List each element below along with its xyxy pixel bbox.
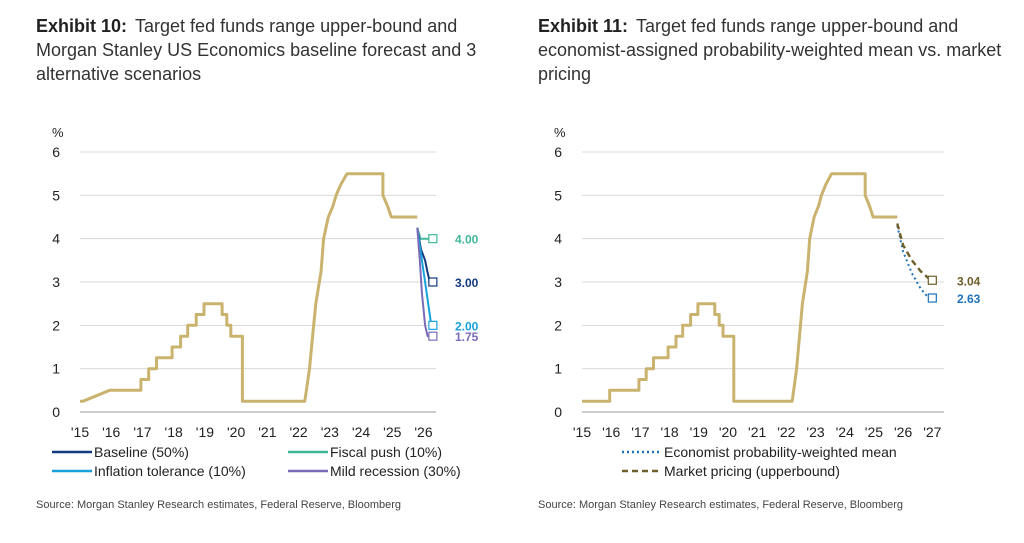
legend-label-mean: Economist probability-weighted mean (664, 444, 897, 460)
y-tick-label: 3 (554, 274, 562, 290)
legend-label-baseline: Baseline (50%) (94, 444, 189, 460)
y-tick-label: 2 (52, 317, 60, 333)
exhibit-11-chart: % 0 1 2 3 4 5 6 '15 '16 '17 '18 '19 '20 '21 '22 '23 '24 '2… (554, 125, 981, 479)
legend-label-fiscal: Fiscal push (10%) (330, 444, 442, 460)
exhibit-10-source: Source: Morgan Stanley Research estimate… (36, 499, 402, 511)
x-tick-label: '21 (748, 424, 766, 440)
x-tick-label: '24 (836, 424, 854, 440)
y-tick-label: 1 (52, 361, 60, 377)
y-unit-label: % (52, 125, 64, 140)
x-tick-label: '22 (289, 424, 307, 440)
exhibit-11-title-text: Target fed funds range upper-bound and e… (538, 16, 1002, 84)
x-tick-label: '21 (258, 424, 276, 440)
x-tick-label: '19 (690, 424, 708, 440)
x-tick-label: '17 (133, 424, 151, 440)
y-tick-label: 3 (52, 274, 60, 290)
end-label-recession: 1.75 (455, 330, 479, 344)
x-tick-label: '25 (383, 424, 401, 440)
y-unit-label: % (554, 125, 566, 140)
exhibit-10-panel: Exhibit 10: Target fed funds range upper-… (0, 0, 500, 543)
exhibit-10-label: Exhibit 10: (36, 16, 128, 36)
endpoint-marker-recession (428, 331, 438, 341)
y-tick-label: 6 (52, 144, 60, 160)
end-label-fiscal: 4.00 (455, 233, 479, 247)
exhibit-11-label: Exhibit 11: (538, 16, 629, 36)
legend-label-market: Market pricing (upperbound) (664, 463, 840, 479)
endpoint-marker-inflation (428, 320, 438, 330)
x-tick-label: '18 (660, 424, 678, 440)
x-tick-label: '16 (102, 424, 120, 440)
y-tick-label: 0 (554, 404, 562, 420)
x-tick-label: '16 (602, 424, 620, 440)
series-line-mean (896, 225, 933, 299)
exhibit-10-title: Exhibit 10: Target fed funds range upper-… (36, 14, 506, 86)
x-tick-label: '25 (865, 424, 883, 440)
exhibit-11-panel: Exhibit 11: Target fed funds range upper-… (502, 0, 1002, 543)
y-tick-label: 5 (52, 187, 60, 203)
endpoint-marker-baseline (428, 277, 438, 287)
x-tick-label: '20 (719, 424, 737, 440)
x-tick-label: '23 (321, 424, 339, 440)
y-tick-label: 2 (554, 317, 562, 333)
y-tick-label: 4 (554, 231, 562, 247)
x-tick-label: '23 (806, 424, 824, 440)
exhibit-11-title: Exhibit 11: Target fed funds range upper-… (538, 14, 1008, 86)
x-tick-label: '15 (71, 424, 89, 440)
endpoint-marker-mean (927, 293, 937, 303)
x-tick-label: '24 (352, 424, 370, 440)
y-tick-label: 4 (52, 231, 60, 247)
x-tick-label: '22 (777, 424, 795, 440)
y-tick-label: 5 (554, 187, 562, 203)
x-tick-label: '15 (573, 424, 591, 440)
end-label-baseline: 3.00 (455, 276, 479, 290)
exhibit-10-title-text: Target fed funds range upper-bound and M… (36, 16, 477, 84)
legend-label-inflation: Inflation tolerance (10%) (94, 463, 246, 479)
x-tick-label: '18 (165, 424, 183, 440)
endpoint-marker-fiscal (428, 234, 438, 244)
x-tick-label: '26 (414, 424, 432, 440)
y-tick-label: 0 (52, 404, 60, 420)
series-line-history (80, 172, 418, 403)
endpoint-marker-market (927, 275, 937, 285)
end-label-mean: 2.63 (957, 292, 981, 306)
x-tick-label: '20 (227, 424, 245, 440)
end-label-market: 3.04 (957, 274, 981, 288)
y-tick-label: 1 (554, 361, 562, 377)
x-tick-label: '17 (631, 424, 649, 440)
x-tick-label: '26 (894, 424, 912, 440)
exhibit-11-source: Source: Morgan Stanley Research estimate… (538, 499, 904, 511)
series-line-history (582, 172, 898, 403)
exhibit-10-chart: % 0 1 2 3 4 5 6 '15 '16 '17 '18 '19 '20 '21 '22 '23 '24 '2… (52, 125, 479, 479)
end-label-inflation: 2.00 (455, 319, 479, 333)
x-tick-label: '27 (923, 424, 941, 440)
legend-label-recession: Mild recession (30%) (330, 463, 461, 479)
x-tick-label: '19 (196, 424, 214, 440)
y-tick-label: 6 (554, 144, 562, 160)
